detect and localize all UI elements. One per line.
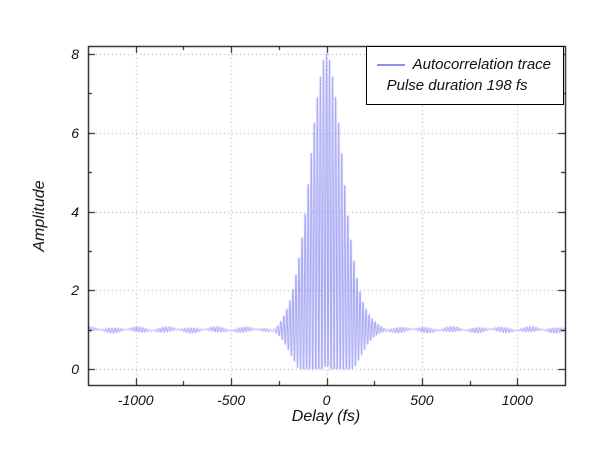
legend-entry-trace: Autocorrelation trace (376, 54, 551, 75)
legend: Autocorrelation trace Pulse duration 198… (365, 46, 564, 105)
y-tick-label: 8 (71, 45, 79, 62)
y-tick-label: 0 (71, 361, 79, 378)
y-axis-title: Amplitude (31, 180, 48, 252)
legend-label-trace: Autocorrelation trace (412, 56, 551, 73)
x-tick-label: 1000 (501, 392, 533, 408)
x-axis-title: Delay (fs) (291, 408, 361, 425)
legend-entry-duration: Pulse duration 198 fs (387, 75, 551, 96)
y-tick-label: 4 (71, 203, 79, 220)
y-tick-label: 6 (71, 124, 79, 141)
x-tick-label: 0 (322, 392, 331, 408)
x-tick-label: -1000 (117, 392, 154, 408)
x-tick-label: -500 (217, 392, 246, 408)
legend-line-sample-icon (376, 63, 405, 66)
y-tick-label: 2 (71, 282, 79, 299)
legend-label-duration: Pulse duration 198 fs (386, 77, 528, 94)
x-tick-label: 500 (410, 392, 434, 408)
